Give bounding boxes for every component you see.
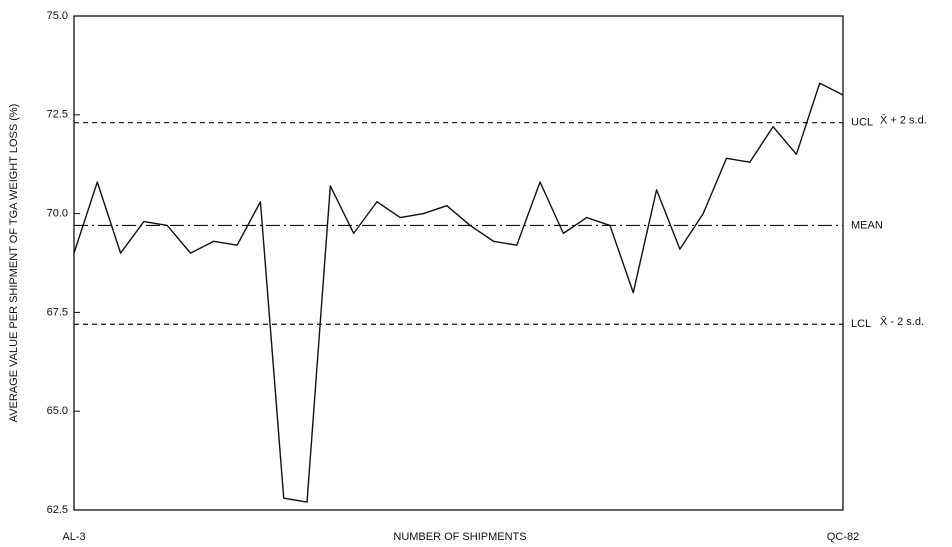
data-line	[73, 82, 844, 503]
y-tick-label: 65.0	[47, 405, 68, 417]
y-tick-label: 67.5	[47, 306, 68, 318]
y-tick-label: 62.5	[47, 504, 68, 516]
plot-frame	[73, 15, 844, 511]
y-tick-label: 75.0	[47, 10, 68, 22]
reference-label: LCL	[851, 318, 871, 330]
x-axis-label: NUMBER OF SHIPMENTS	[393, 531, 526, 543]
y-tick-label: 72.5	[47, 109, 68, 121]
reference-label: MEAN	[851, 219, 883, 231]
y-axis-label: AVERAGE VALUE PER SHIPMENT OF TGA WEIGHT…	[8, 104, 20, 423]
x-tick-label: QC-82	[827, 531, 859, 543]
y-tick-label: 70.0	[47, 208, 68, 220]
reference-label: UCL	[851, 117, 873, 129]
x-tick-label: AL-3	[62, 531, 85, 543]
reference-note: X̄ - 2 s.d.	[880, 315, 924, 328]
reference-note: X̄ + 2 s.d.	[880, 114, 927, 127]
